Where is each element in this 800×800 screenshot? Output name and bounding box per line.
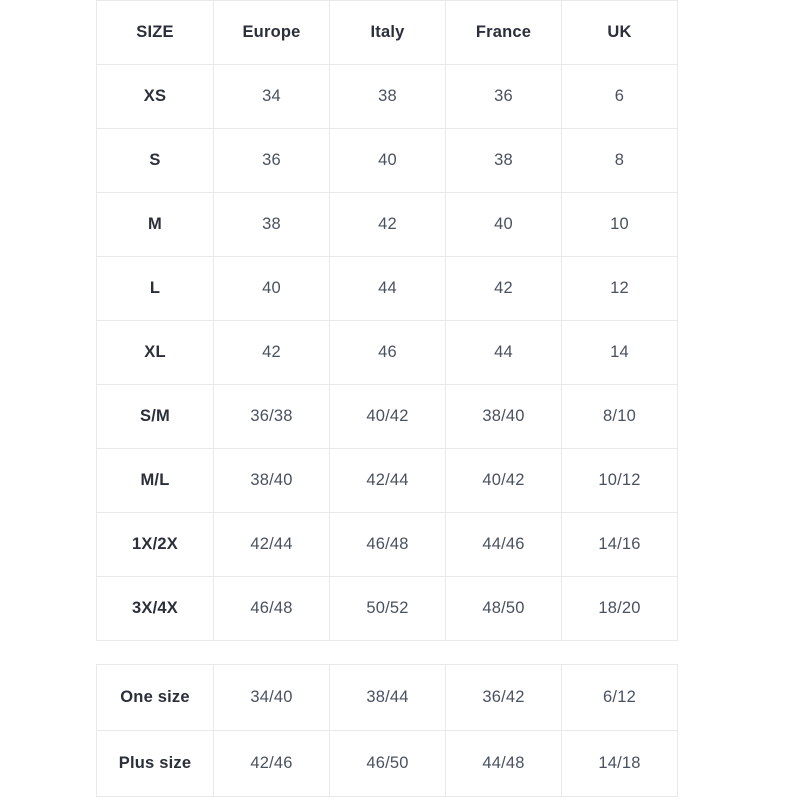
- cell-size: S: [96, 128, 214, 193]
- cell-size: M: [96, 192, 214, 257]
- cell-france: 38: [445, 128, 562, 193]
- cell-italy: 44: [329, 256, 446, 321]
- table-row: Plus size 42/46 46/50 44/48 14/18: [96, 730, 678, 797]
- cell-uk: 10/12: [561, 448, 678, 513]
- cell-france: 36: [445, 64, 562, 129]
- cell-uk: 14: [561, 320, 678, 385]
- cell-size: XL: [96, 320, 214, 385]
- cell-europe: 34/40: [213, 664, 330, 731]
- table-row: S 36 40 38 8: [96, 128, 678, 193]
- column-header-uk: UK: [561, 0, 678, 65]
- cell-europe: 38/40: [213, 448, 330, 513]
- cell-europe: 40: [213, 256, 330, 321]
- cell-uk: 8/10: [561, 384, 678, 449]
- cell-uk: 10: [561, 192, 678, 257]
- standard-size-conversion-table: SIZE Europe Italy France UK XS 34 38 36 …: [96, 0, 678, 641]
- cell-europe: 36: [213, 128, 330, 193]
- column-header-size: SIZE: [96, 0, 214, 65]
- table-row: M/L 38/40 42/44 40/42 10/12: [96, 448, 678, 513]
- cell-size: One size: [96, 664, 214, 731]
- cell-europe: 34: [213, 64, 330, 129]
- cell-size: L: [96, 256, 214, 321]
- cell-france: 42: [445, 256, 562, 321]
- table-row: 3X/4X 46/48 50/52 48/50 18/20: [96, 576, 678, 641]
- cell-europe: 42/44: [213, 512, 330, 577]
- table-row: 1X/2X 42/44 46/48 44/46 14/16: [96, 512, 678, 577]
- cell-france: 44/48: [445, 730, 562, 797]
- table-body: XS 34 38 36 6 S 36 40 38 8 M 38 42 40 10: [96, 64, 678, 641]
- column-header-italy: Italy: [329, 0, 446, 65]
- cell-europe: 36/38: [213, 384, 330, 449]
- table-row: M 38 42 40 10: [96, 192, 678, 257]
- cell-uk: 14/18: [561, 730, 678, 797]
- cell-size: XS: [96, 64, 214, 129]
- cell-italy: 38/44: [329, 664, 446, 731]
- cell-size: M/L: [96, 448, 214, 513]
- cell-france: 44: [445, 320, 562, 385]
- column-header-france: France: [445, 0, 562, 65]
- cell-size: 1X/2X: [96, 512, 214, 577]
- cell-france: 38/40: [445, 384, 562, 449]
- one-size-conversion-table: One size 34/40 38/44 36/42 6/12 Plus siz…: [96, 664, 678, 797]
- table-row: One size 34/40 38/44 36/42 6/12: [96, 664, 678, 731]
- cell-europe: 42/46: [213, 730, 330, 797]
- cell-uk: 6: [561, 64, 678, 129]
- cell-uk: 14/16: [561, 512, 678, 577]
- cell-uk: 6/12: [561, 664, 678, 731]
- table-row: S/M 36/38 40/42 38/40 8/10: [96, 384, 678, 449]
- cell-europe: 38: [213, 192, 330, 257]
- cell-italy: 38: [329, 64, 446, 129]
- cell-italy: 40/42: [329, 384, 446, 449]
- table-header-row: SIZE Europe Italy France UK: [96, 0, 678, 65]
- cell-uk: 18/20: [561, 576, 678, 641]
- cell-france: 40: [445, 192, 562, 257]
- cell-italy: 42: [329, 192, 446, 257]
- cell-france: 40/42: [445, 448, 562, 513]
- cell-italy: 46/50: [329, 730, 446, 797]
- cell-italy: 50/52: [329, 576, 446, 641]
- cell-italy: 40: [329, 128, 446, 193]
- table-row: XS 34 38 36 6: [96, 64, 678, 129]
- cell-size: S/M: [96, 384, 214, 449]
- cell-uk: 8: [561, 128, 678, 193]
- cell-italy: 46/48: [329, 512, 446, 577]
- cell-italy: 42/44: [329, 448, 446, 513]
- table-header: SIZE Europe Italy France UK: [96, 0, 678, 65]
- table-row: XL 42 46 44 14: [96, 320, 678, 385]
- table-row: L 40 44 42 12: [96, 256, 678, 321]
- table-body: One size 34/40 38/44 36/42 6/12 Plus siz…: [96, 664, 678, 797]
- cell-uk: 12: [561, 256, 678, 321]
- cell-france: 36/42: [445, 664, 562, 731]
- column-header-europe: Europe: [213, 0, 330, 65]
- cell-europe: 46/48: [213, 576, 330, 641]
- cell-france: 48/50: [445, 576, 562, 641]
- cell-france: 44/46: [445, 512, 562, 577]
- cell-europe: 42: [213, 320, 330, 385]
- cell-size: Plus size: [96, 730, 214, 797]
- cell-size: 3X/4X: [96, 576, 214, 641]
- cell-italy: 46: [329, 320, 446, 385]
